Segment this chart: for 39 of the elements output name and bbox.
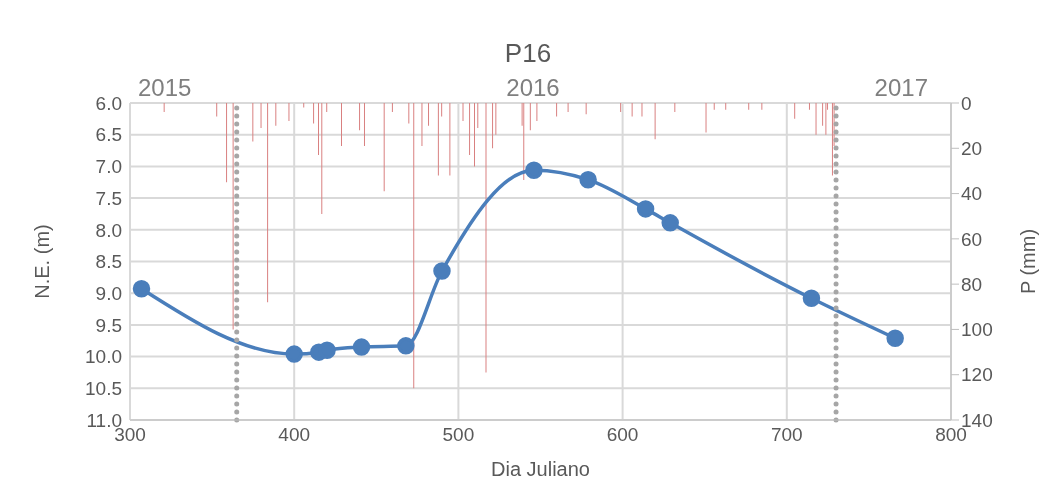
y-tick-label: 7.5 [95, 187, 122, 209]
point [525, 161, 543, 179]
point [397, 337, 415, 355]
y-tick-label: 8.0 [95, 219, 122, 241]
point [433, 262, 451, 280]
y2-tick-label: 0 [961, 92, 972, 114]
y-tick-label: 9.5 [95, 314, 122, 336]
text: 2016 [506, 74, 560, 102]
y-tick-label: 7.0 [95, 156, 122, 178]
y-tick-label: 6.5 [95, 124, 122, 146]
y2-axis-title: P (mm) [1017, 228, 1040, 295]
text: 2015 [138, 74, 192, 102]
point [579, 170, 597, 189]
y2-tick-label: 100 [961, 319, 993, 341]
x-tick-label: 400 [278, 424, 311, 446]
chart-title: P16 [503, 38, 553, 69]
point [352, 338, 371, 356]
x-axis-title: Dia Juliano [491, 458, 590, 480]
point [132, 280, 151, 298]
y-tick-label: 8.5 [95, 251, 122, 273]
y2-tick-label: 80 [961, 273, 983, 295]
y-tick-label: 10.5 [85, 378, 122, 400]
point [886, 329, 904, 347]
y2-tick-label: 120 [961, 364, 993, 386]
y2-tick-label: 60 [961, 228, 983, 250]
y2-tick-label: 20 [961, 138, 983, 160]
point [802, 289, 821, 308]
y2-tick-label: 40 [961, 183, 983, 205]
text: 2017 [874, 74, 928, 102]
point [661, 214, 679, 232]
x-tick-label: 700 [770, 424, 803, 446]
x-tick-label: 500 [442, 424, 475, 446]
point [285, 345, 303, 363]
point [636, 200, 655, 218]
y-axis-title: N.E. (m) [31, 224, 54, 299]
x-tick-label: 600 [606, 424, 639, 446]
y-tick-label: 10.0 [85, 346, 122, 368]
y-tick-label: 6.0 [95, 92, 122, 114]
y-tick-label: 9.0 [95, 282, 122, 304]
